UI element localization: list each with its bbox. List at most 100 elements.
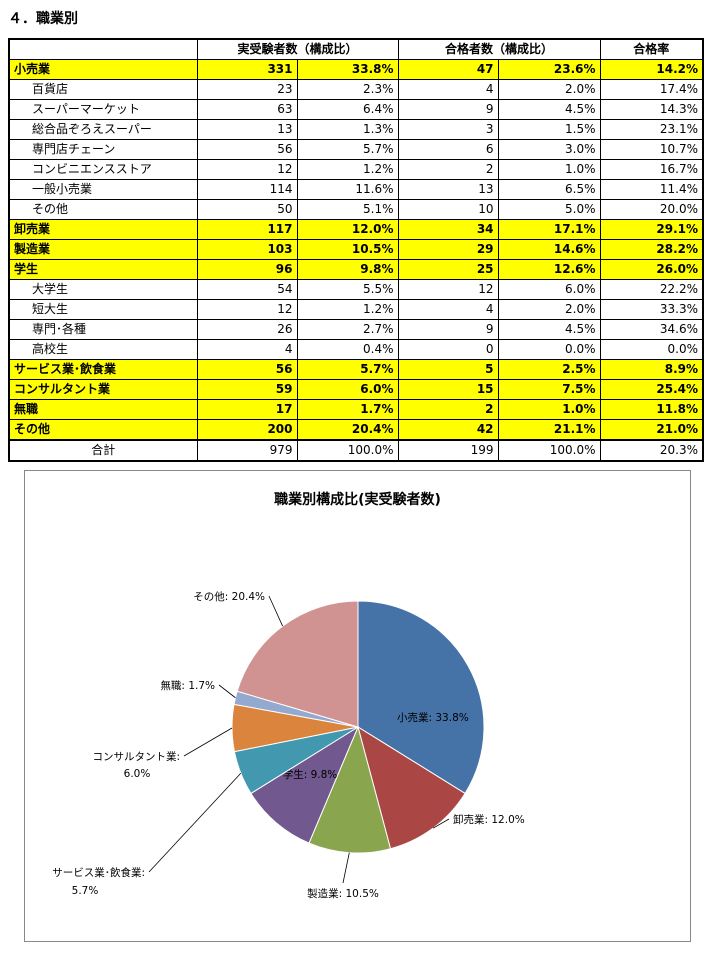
row-label: スーパーマーケット (8, 99, 198, 120)
row-label: 大学生 (8, 279, 198, 300)
pie-chart: 小売業: 33.8% 卸売業: 12.0% 製造業: 10.5% 学生: 9.8% サー… (52, 590, 525, 900)
exam-share: 1.2% (296, 299, 399, 320)
pie-chart-panel: 職業別構成比(実受験者数) 小売業: 33.8% 卸売業: 12.0% 製造業: 1… (24, 470, 691, 942)
table-row: 総合品ぞろえスーパー 13 1.3% 3 1.5% 23.1% (8, 119, 704, 140)
exam-share: 2.3% (296, 79, 399, 100)
row-label: 無職 (8, 399, 198, 420)
pass-share: 2.0% (497, 299, 601, 320)
pass-rate: 14.3% (599, 99, 704, 120)
pass-count: 4 (397, 299, 499, 320)
pass-share: 1.5% (497, 119, 601, 140)
pass-share: 100.0% (497, 439, 601, 462)
pie-data-label: コンサルタント業: (92, 750, 180, 763)
table-category-row: 卸売業 117 12.0% 34 17.1% 29.1% (8, 219, 704, 240)
exam-count: 103 (196, 239, 298, 260)
pass-count: 34 (397, 219, 499, 240)
exam-count: 26 (196, 319, 298, 340)
pass-rate: 26.0% (599, 259, 704, 280)
table-category-row: 学生 96 9.8% 25 12.6% 26.0% (8, 259, 704, 280)
pass-rate: 0.0% (599, 339, 704, 360)
exam-count: 114 (196, 179, 298, 200)
exam-share: 5.7% (296, 139, 399, 160)
occupation-table: 実受験者数（構成比） 合格者数（構成比） 合格率 小売業 331 33.8% 47 23… (8, 38, 705, 462)
table-row: 高校生 4 0.4% 0 0.0% 0.0% (8, 339, 704, 360)
section-title: ４．職業別 (8, 11, 78, 27)
table-row: その他 50 5.1% 10 5.0% 20.0% (8, 199, 704, 220)
header-exam: 実受験者数（構成比） (196, 38, 399, 60)
row-label: 製造業 (8, 239, 198, 260)
table-category-row: 製造業 103 10.5% 29 14.6% 28.2% (8, 239, 704, 260)
pie-data-label: サービス業･飲食業: (52, 866, 145, 879)
pass-count: 25 (397, 259, 499, 280)
row-label: 学生 (8, 259, 198, 280)
table-row: 一般小売業 114 11.6% 13 6.5% 11.4% (8, 179, 704, 200)
exam-count: 23 (196, 79, 298, 100)
pass-share: 6.5% (497, 179, 601, 200)
pie-leader-line-8 (268, 595, 283, 627)
pass-rate: 14.2% (599, 59, 704, 80)
exam-count: 17 (196, 399, 298, 420)
pass-rate: 20.3% (599, 439, 704, 462)
row-label: 一般小売業 (8, 179, 198, 200)
pie-leader-line-5 (148, 772, 242, 873)
row-label: コンビニエンスストア (8, 159, 198, 180)
header-blank (8, 38, 198, 60)
row-label: コンサルタント業 (8, 379, 198, 400)
pass-share: 4.5% (497, 99, 601, 120)
pass-count: 42 (397, 419, 499, 441)
pass-rate: 11.8% (599, 399, 704, 420)
table-row: コンビニエンスストア 12 1.2% 2 1.0% 16.7% (8, 159, 704, 180)
pie-slice-8 (236, 600, 359, 728)
pie-leader-line-3 (342, 852, 350, 884)
pie-slice-2 (357, 725, 466, 850)
row-label: 専門･各種 (8, 319, 198, 340)
exam-share: 1.7% (296, 399, 399, 420)
pie-data-label-value: 5.7% (72, 885, 99, 897)
exam-share: 1.3% (296, 119, 399, 140)
row-label: 卸売業 (8, 219, 198, 240)
pass-share: 23.6% (497, 59, 601, 80)
pie-data-label-value: 6.0% (124, 768, 151, 780)
exam-count: 331 (196, 59, 298, 80)
exam-count: 56 (196, 139, 298, 160)
pass-share: 4.5% (497, 319, 601, 340)
pie-data-label: 学生: 9.8% (283, 768, 338, 781)
exam-share: 9.8% (296, 259, 399, 280)
pass-rate: 17.4% (599, 79, 704, 100)
pie-data-label: その他: 20.4% (193, 590, 265, 603)
exam-share: 33.8% (296, 59, 399, 80)
table-body: 小売業 331 33.8% 47 23.6% 14.2% 百貨店 23 2.3% 4 2.0% 17.… (8, 59, 704, 462)
exam-count: 54 (196, 279, 298, 300)
row-label: 専門店チェーン (8, 139, 198, 160)
table-category-row: コンサルタント業 59 6.0% 15 7.5% 25.4% (8, 379, 704, 400)
pass-share: 6.0% (497, 279, 601, 300)
pie-data-label: 小売業: 33.8% (397, 711, 469, 724)
pass-share: 5.0% (497, 199, 601, 220)
pass-share: 2.0% (497, 79, 601, 100)
exam-share: 12.0% (296, 219, 399, 240)
table-header-row: 実受験者数（構成比） 合格者数（構成比） 合格率 (8, 38, 704, 60)
exam-share: 6.4% (296, 99, 399, 120)
exam-count: 12 (196, 159, 298, 180)
exam-count: 63 (196, 99, 298, 120)
exam-share: 5.7% (296, 359, 399, 380)
pie-data-label: 製造業: 10.5% (307, 887, 379, 900)
pass-rate: 16.7% (599, 159, 704, 180)
pass-share: 3.0% (497, 139, 601, 160)
pass-share: 2.5% (497, 359, 601, 380)
exam-share: 11.6% (296, 179, 399, 200)
table-category-row: その他 200 20.4% 42 21.1% 21.0% (8, 419, 704, 441)
pass-count: 47 (397, 59, 499, 80)
pass-count: 12 (397, 279, 499, 300)
table-row: 大学生 54 5.5% 12 6.0% 22.2% (8, 279, 704, 300)
pie-data-label: 卸売業: 12.0% (453, 813, 525, 826)
pie-leader-line-2 (432, 818, 450, 829)
pass-share: 14.6% (497, 239, 601, 260)
exam-count: 50 (196, 199, 298, 220)
pass-share: 0.0% (497, 339, 601, 360)
exam-share: 5.1% (296, 199, 399, 220)
table-row: 百貨店 23 2.3% 4 2.0% 17.4% (8, 79, 704, 100)
exam-count: 117 (196, 219, 298, 240)
pie-slice-1 (357, 600, 485, 795)
pass-count: 199 (397, 439, 499, 462)
